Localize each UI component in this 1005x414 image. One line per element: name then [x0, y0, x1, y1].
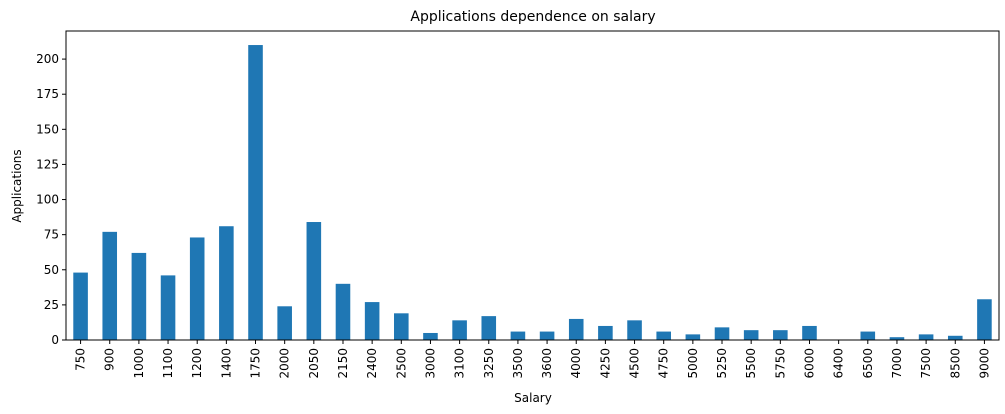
bar-2500	[394, 313, 409, 340]
x-tick-label: 7500	[919, 348, 933, 379]
bar-8500	[947, 335, 963, 340]
bar-4250	[598, 325, 613, 340]
y-tick-label: 0	[51, 333, 59, 347]
bar-5000	[685, 334, 701, 340]
x-tick-label: 3100	[453, 348, 467, 379]
x-tick-label: 4250	[598, 348, 612, 379]
x-axis-label: Salary	[514, 391, 552, 405]
x-tick-label: 7000	[890, 348, 904, 379]
y-tick-label: 25	[44, 298, 59, 312]
y-tick-label: 150	[36, 122, 59, 136]
x-tick-label: 2500	[394, 348, 408, 379]
x-tick-label: 5500	[744, 348, 758, 379]
x-tick-label: 3500	[511, 348, 525, 379]
x-tick-label: 4000	[569, 348, 583, 379]
bar-4500	[627, 320, 642, 340]
x-tick-label: 900	[103, 348, 117, 371]
bar-2000	[277, 306, 292, 340]
y-tick-label: 125	[36, 157, 59, 171]
bar-1200	[189, 237, 205, 340]
x-tick-label: 3250	[482, 348, 496, 379]
x-tick-label: 5250	[715, 348, 729, 379]
x-tick-label: 5000	[686, 348, 700, 379]
y-tick-label: 75	[44, 228, 59, 242]
bar-2050	[306, 222, 322, 340]
y-axis: 0 25 50 75 100 125 150 175 200	[36, 52, 66, 347]
x-tick-label: 1200	[190, 348, 204, 379]
x-tick-label: 4500	[628, 348, 642, 379]
bar-1750	[248, 45, 263, 340]
bar-6000	[802, 325, 817, 340]
y-axis-label: Applications	[10, 149, 24, 222]
x-tick-label: 2050	[307, 348, 321, 379]
y-tick-label: 175	[36, 87, 59, 101]
bar-3600	[539, 331, 555, 340]
x-tick-label: 2150	[336, 348, 350, 379]
y-tick-label: 100	[36, 193, 59, 207]
plot-frame	[65, 30, 1000, 341]
bar-6500	[860, 331, 876, 340]
bar-5500	[743, 330, 759, 340]
bar-3000	[423, 332, 438, 340]
x-tick-label: 6500	[861, 348, 875, 379]
bar-2400	[364, 302, 380, 340]
bar-2150	[335, 283, 351, 340]
x-tick-label: 750	[74, 348, 88, 371]
x-tick-label: 2400	[365, 348, 379, 379]
x-tick-label: 1400	[219, 348, 233, 379]
bar-5250	[714, 327, 730, 340]
bar-4000	[568, 318, 584, 340]
bar-750	[73, 272, 88, 340]
bar-5750	[773, 330, 788, 340]
x-axis: 750 900 1000 1100 1200 1400 1750 2000 2050 2150 24…	[74, 340, 991, 379]
x-tick-label: 4750	[657, 348, 671, 379]
y-tick-label: 50	[44, 263, 59, 277]
x-tick-label: 3000	[423, 348, 437, 379]
x-tick-label: 9000	[977, 348, 991, 379]
x-tick-label: 6000	[802, 348, 816, 379]
bar-1000	[131, 252, 147, 340]
bar-1400	[219, 226, 234, 340]
bar-7500	[918, 334, 934, 340]
x-tick-label: 1750	[249, 348, 263, 379]
x-tick-label: 1000	[132, 348, 146, 379]
x-tick-label: 5750	[773, 348, 787, 379]
bar-4750	[656, 331, 671, 340]
x-tick-label: 3600	[540, 348, 554, 379]
bar-3100	[452, 320, 467, 340]
bars-group	[73, 45, 992, 340]
bar-1100	[160, 275, 176, 340]
bar-9000	[977, 299, 992, 340]
chart-title: Applications dependence on salary	[410, 9, 655, 25]
x-tick-label: 2000	[278, 348, 292, 379]
x-tick-label: 6400	[832, 348, 846, 379]
bar-900	[102, 231, 118, 340]
x-tick-label: 8500	[948, 348, 962, 379]
bar-3500	[510, 331, 526, 340]
bar-3250	[481, 316, 497, 340]
x-tick-label: 1100	[161, 348, 175, 379]
bar-7000	[889, 337, 905, 340]
y-tick-label: 200	[36, 52, 59, 66]
